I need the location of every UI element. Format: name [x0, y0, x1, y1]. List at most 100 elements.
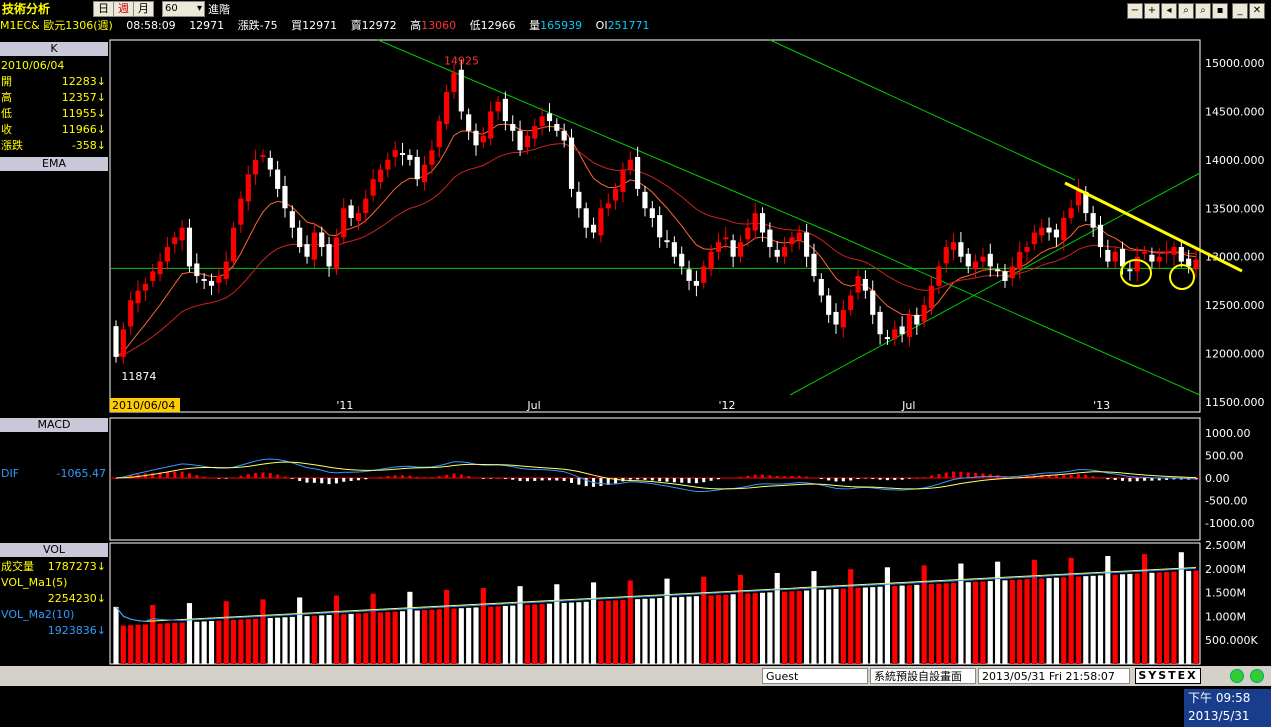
volume-bar: [737, 574, 744, 664]
candle-body: [826, 295, 832, 315]
minimize-icon[interactable]: _: [1232, 3, 1248, 19]
vol-ma1-label: VOL_Ma1(5): [1, 576, 68, 589]
macd-hist-bar: [423, 477, 427, 478]
candle-body: [576, 191, 582, 209]
macd-hist-bar: [239, 475, 243, 478]
candle-body: [172, 237, 178, 245]
candle-body: [899, 326, 905, 335]
candle-body: [377, 169, 384, 183]
candle-body: [1097, 224, 1104, 248]
volume-bar: [708, 595, 714, 664]
dif-label: DIF: [1, 467, 20, 480]
macd-hist-bar: [518, 478, 522, 481]
layout-field[interactable]: 系統預設自設畫面: [870, 668, 976, 684]
search-icon[interactable]: ⌕: [1195, 3, 1211, 19]
candle-body: [480, 135, 486, 143]
macd-hist-bar: [900, 478, 904, 480]
candle-body: [164, 247, 170, 262]
volume-bar: [142, 624, 148, 664]
macd-hist-bar: [1157, 478, 1161, 481]
macd-hist-bar: [930, 475, 934, 478]
candle-body: [282, 186, 288, 209]
candle-body: [216, 276, 222, 283]
sidebar: K 2010/06/04 開 12283↓ 高 12357↓ 低 11955↓ 收 11…: [0, 40, 110, 665]
candle-body: [1171, 247, 1177, 255]
volume-bar: [1017, 579, 1023, 664]
macd-hist-bar: [577, 478, 581, 485]
macd-hist-bar: [570, 478, 574, 483]
macd-hist-bar: [746, 475, 750, 478]
volume-bar: [230, 619, 237, 664]
volume-bar: [1061, 577, 1067, 664]
volume-bar: [590, 582, 597, 664]
volume-bar: [495, 606, 501, 664]
candle-body: [385, 159, 391, 170]
candle-body: [289, 211, 295, 228]
x-tick-label: '13: [1093, 399, 1110, 412]
macd-hist-bar: [298, 478, 302, 481]
period-select[interactable]: 60 ▾: [162, 1, 205, 17]
change-label: 漲跌: [1, 139, 23, 152]
volume-bar: [510, 605, 516, 664]
volume-bar: [1112, 574, 1118, 664]
price-chart[interactable]: 15000.00014500.00014000.00013500.0001300…: [0, 0, 1271, 666]
scroll-left-icon[interactable]: ◂: [1161, 3, 1177, 19]
volume-bar: [980, 581, 986, 664]
volume-tick-label: 1.000M: [1205, 610, 1246, 623]
volume-bar: [848, 569, 854, 664]
macd-hist-bar: [393, 475, 397, 478]
candle-body: [179, 227, 185, 241]
volume-bar: [172, 622, 178, 664]
candle-body: [701, 266, 707, 283]
save-icon[interactable]: ▪: [1212, 3, 1228, 19]
candle-body: [921, 305, 927, 322]
candle-body: [1090, 213, 1096, 228]
candle-body: [1142, 251, 1148, 254]
candle-body: [1178, 247, 1184, 262]
macd-hist-bar: [1054, 475, 1058, 478]
volume-bar: [1097, 575, 1104, 664]
macd-signal-line: [115, 461, 1197, 490]
macd-tick-label: 500.00: [1205, 450, 1244, 463]
macd-hist-bar: [937, 474, 941, 478]
candle-body: [260, 155, 266, 157]
close-icon[interactable]: ✕: [1249, 3, 1265, 19]
volume-bar: [436, 609, 442, 664]
zoom-in-icon[interactable]: +: [1144, 3, 1160, 19]
volume-bar: [473, 607, 479, 664]
candle-body: [532, 125, 538, 139]
x-tick-label: '12: [718, 399, 735, 412]
candle-body: [649, 208, 655, 218]
macd-hist-bar: [386, 475, 390, 478]
k-header: K: [0, 42, 108, 56]
candle-body: [1193, 259, 1199, 270]
volume-bar: [311, 615, 317, 664]
candle-body: [230, 227, 237, 262]
volume-bar: [201, 621, 207, 664]
brand-logo: SYSTEX: [1135, 668, 1201, 684]
macd-hist-bar: [158, 472, 162, 478]
macd-hist-bar: [665, 478, 669, 482]
macd-header: MACD: [0, 418, 108, 432]
macd-hist-bar: [614, 478, 618, 484]
price-tick-label: 11500.000: [1205, 396, 1265, 409]
macd-hist-bar: [1106, 478, 1110, 480]
volume-bar: [1127, 573, 1133, 664]
volume-bar: [568, 602, 575, 664]
volume-bar: [928, 584, 935, 664]
candle-body: [355, 213, 362, 221]
chevron-down-icon: ▾: [196, 3, 202, 14]
macd-hist-bar: [1143, 478, 1147, 481]
macd-hist-bar: [276, 474, 280, 478]
volume-tick-label: 2.500M: [1205, 539, 1246, 552]
macd-hist-bar: [445, 474, 449, 478]
magnify-icon[interactable]: ⌕: [1178, 3, 1194, 19]
candle-body: [253, 159, 259, 175]
advanced-button[interactable]: 進階: [208, 3, 230, 16]
zoom-out-icon[interactable]: −: [1127, 3, 1143, 19]
period-month-button[interactable]: 月: [133, 1, 154, 17]
volume-bar: [524, 604, 530, 664]
candle-body: [238, 198, 244, 225]
volume-bar: [1083, 576, 1089, 664]
macd-hist-bar: [151, 472, 155, 478]
